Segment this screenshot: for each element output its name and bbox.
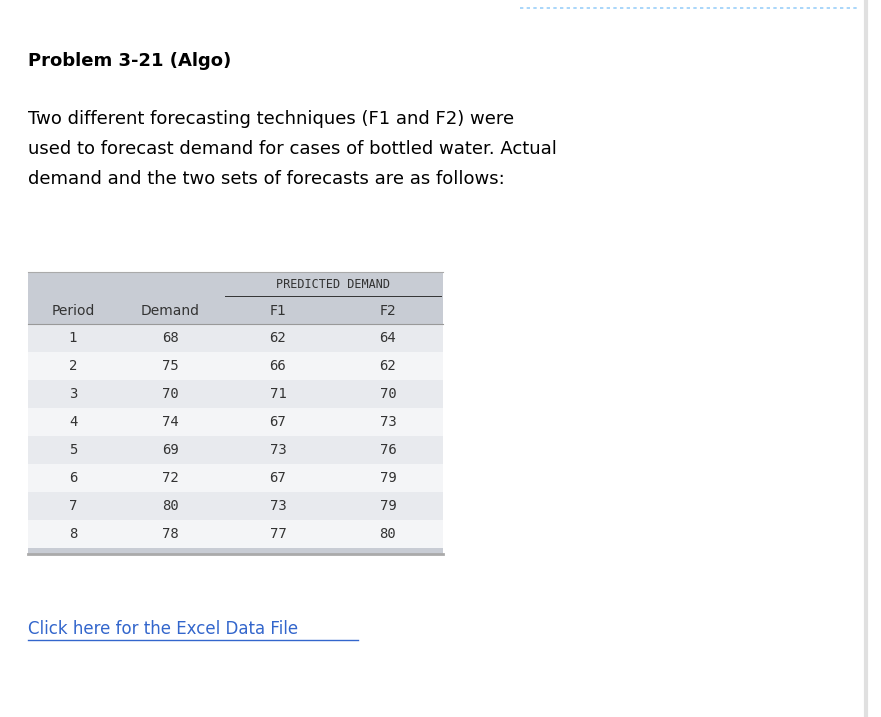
Text: 70: 70 [162, 387, 179, 401]
Bar [28, 436, 443, 464]
Text: 70: 70 [380, 387, 396, 401]
Text: Problem 3-21 (Algo): Problem 3-21 (Algo) [28, 52, 231, 70]
Text: 4: 4 [69, 415, 78, 429]
Text: F2: F2 [380, 304, 396, 318]
Text: 62: 62 [270, 331, 286, 345]
Text: 73: 73 [270, 499, 286, 513]
Text: 69: 69 [162, 443, 179, 457]
Bar [28, 380, 443, 408]
Text: 78: 78 [162, 527, 179, 541]
Text: 80: 80 [162, 499, 179, 513]
Text: 3: 3 [69, 387, 78, 401]
Text: 76: 76 [380, 443, 396, 457]
Text: F1: F1 [270, 304, 286, 318]
Bar [28, 520, 443, 548]
Text: 71: 71 [270, 387, 286, 401]
Bar [28, 492, 443, 520]
Bar [28, 272, 443, 554]
Text: 8: 8 [69, 527, 78, 541]
Bar [28, 324, 443, 352]
Text: 73: 73 [380, 415, 396, 429]
Text: 62: 62 [380, 359, 396, 373]
Bar [28, 352, 443, 380]
Text: Click here for the Excel Data File: Click here for the Excel Data File [28, 620, 298, 638]
Text: Two different forecasting techniques (F1 and F2) were: Two different forecasting techniques (F1… [28, 110, 515, 128]
Text: 80: 80 [380, 527, 396, 541]
Text: 72: 72 [162, 471, 179, 485]
Text: 2: 2 [69, 359, 78, 373]
Text: 66: 66 [270, 359, 286, 373]
Text: used to forecast demand for cases of bottled water. Actual: used to forecast demand for cases of bot… [28, 140, 557, 158]
Text: 79: 79 [380, 471, 396, 485]
Text: 74: 74 [162, 415, 179, 429]
Text: 5: 5 [69, 443, 78, 457]
Text: 73: 73 [270, 443, 286, 457]
Text: PREDICTED DEMAND: PREDICTED DEMAND [276, 278, 390, 292]
Text: 68: 68 [162, 331, 179, 345]
Text: 6: 6 [69, 471, 78, 485]
Text: 1: 1 [69, 331, 78, 345]
Text: Demand: Demand [141, 304, 200, 318]
Text: 79: 79 [380, 499, 396, 513]
Bar [28, 408, 443, 436]
Bar [28, 464, 443, 492]
Text: 77: 77 [270, 527, 286, 541]
Text: 75: 75 [162, 359, 179, 373]
Text: 67: 67 [270, 415, 286, 429]
Text: 64: 64 [380, 331, 396, 345]
Text: demand and the two sets of forecasts are as follows:: demand and the two sets of forecasts are… [28, 170, 505, 188]
Text: 67: 67 [270, 471, 286, 485]
Text: 7: 7 [69, 499, 78, 513]
Text: Period: Period [51, 304, 94, 318]
